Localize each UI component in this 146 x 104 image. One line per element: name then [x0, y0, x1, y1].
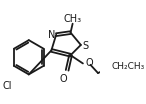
- Text: O: O: [86, 58, 93, 68]
- Text: N: N: [48, 30, 56, 40]
- Text: O: O: [60, 74, 68, 84]
- Text: S: S: [83, 41, 89, 51]
- Text: CH₂CH₃: CH₂CH₃: [112, 62, 145, 71]
- Text: Cl: Cl: [3, 81, 12, 91]
- Text: CH₃: CH₃: [64, 14, 82, 24]
